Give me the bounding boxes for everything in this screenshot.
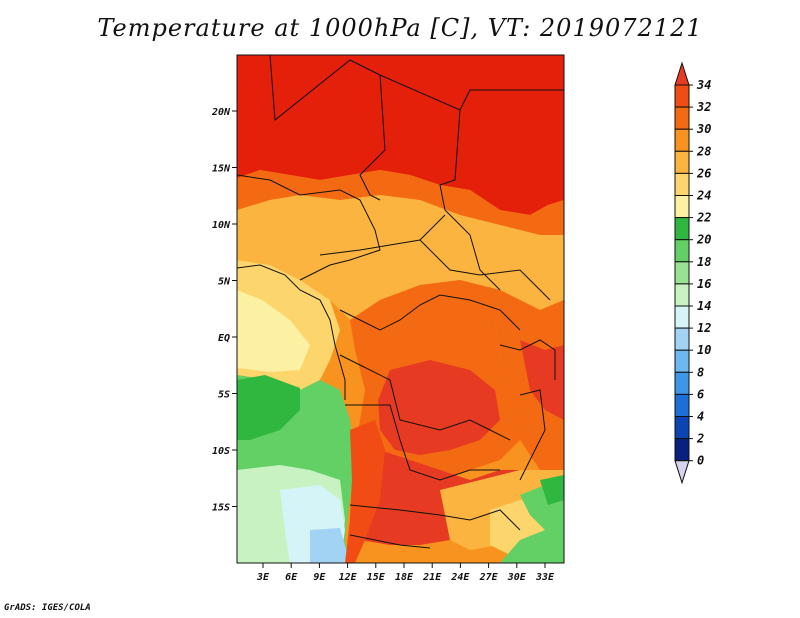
y-tick-label: 20N — [211, 107, 231, 118]
x-tick-label: 3E — [256, 572, 270, 583]
colorbar-swatch — [674, 349, 690, 373]
colorbar-swatch — [674, 438, 690, 462]
colorbar-label: 8 — [697, 365, 704, 379]
colorbar-label: 32 — [696, 100, 711, 114]
colorbar-label: 2 — [696, 432, 704, 446]
colorbar-label: 10 — [697, 343, 711, 357]
x-tick-label: 27E — [479, 572, 499, 583]
x-tick-label: 24E — [450, 572, 470, 583]
colorbar-swatch — [674, 416, 690, 440]
colorbar-swatch — [674, 283, 690, 307]
colorbar-label: 20 — [696, 233, 711, 247]
colorbar-label: 16 — [697, 277, 711, 291]
y-tick-label: 10N — [212, 220, 231, 231]
y-tick-label: 5S — [218, 390, 230, 401]
colorbar-swatch — [674, 393, 690, 417]
colorbar-label: 4 — [697, 410, 704, 424]
y-tick-label: 5N — [218, 277, 231, 288]
y-axis-ticks: 20N 15N 10N 5N EQ 5S 10S 15S — [211, 107, 237, 514]
x-tick-label: 12E — [339, 572, 358, 583]
y-tick-label: 15N — [212, 164, 231, 175]
colorbar-swatch — [674, 371, 690, 395]
colorbar-swatch — [674, 150, 690, 174]
grads-credit: GrADS: IGES/COLA — [4, 603, 91, 613]
map-frame — [236, 54, 565, 564]
y-tick-label: 10S — [212, 446, 230, 457]
colorbar-label: 30 — [696, 122, 711, 136]
y-tick-label: EQ — [218, 333, 230, 344]
colorbar-swatch — [674, 261, 690, 285]
x-tick-label: 9E — [313, 572, 326, 583]
colorbar-label: 14 — [697, 299, 711, 313]
country-borders — [237, 55, 564, 549]
colorbar-label: 28 — [696, 144, 711, 158]
colorbar-label: 24 — [696, 189, 711, 203]
colorbar-swatch — [674, 195, 690, 219]
colorbar-swatch — [674, 305, 690, 329]
colorbar-label: 18 — [697, 255, 711, 269]
colorbar-label: 22 — [696, 211, 711, 225]
colorbar-bottom-arrow — [674, 460, 690, 485]
x-tick-label: 6E — [285, 572, 298, 583]
y-tick-label: 15S — [212, 503, 230, 514]
x-tick-label: 33E — [535, 572, 555, 583]
x-axis-ticks: 3E 6E 9E 12E 15E 18E 21E 24E 27E 30E 33E — [256, 563, 555, 583]
colorbar-swatch — [674, 239, 690, 263]
colorbar-label: 34 — [696, 78, 711, 92]
colorbar-label: 26 — [696, 166, 711, 180]
colorbar-label: 0 — [697, 454, 704, 468]
colorbar-top-arrow — [674, 61, 690, 86]
colorbar-label: 12 — [697, 321, 711, 335]
x-tick-label: 18E — [395, 572, 414, 583]
temperature-field — [237, 55, 564, 563]
colorbar-label: 6 — [697, 387, 704, 401]
colorbar-swatch — [674, 172, 690, 196]
colorbar-swatch — [674, 128, 690, 152]
x-tick-label: 30E — [507, 572, 527, 583]
x-tick-label: 15E — [367, 572, 386, 583]
colorbar-swatch — [674, 327, 690, 351]
colorbar-swatch — [674, 217, 690, 241]
colorbar-swatch — [674, 84, 690, 108]
colorbar-swatch — [674, 106, 690, 130]
x-tick-label: 21E — [422, 572, 442, 583]
map-title: Temperature at 1000hPa [C], VT: 20190721… — [97, 14, 703, 42]
